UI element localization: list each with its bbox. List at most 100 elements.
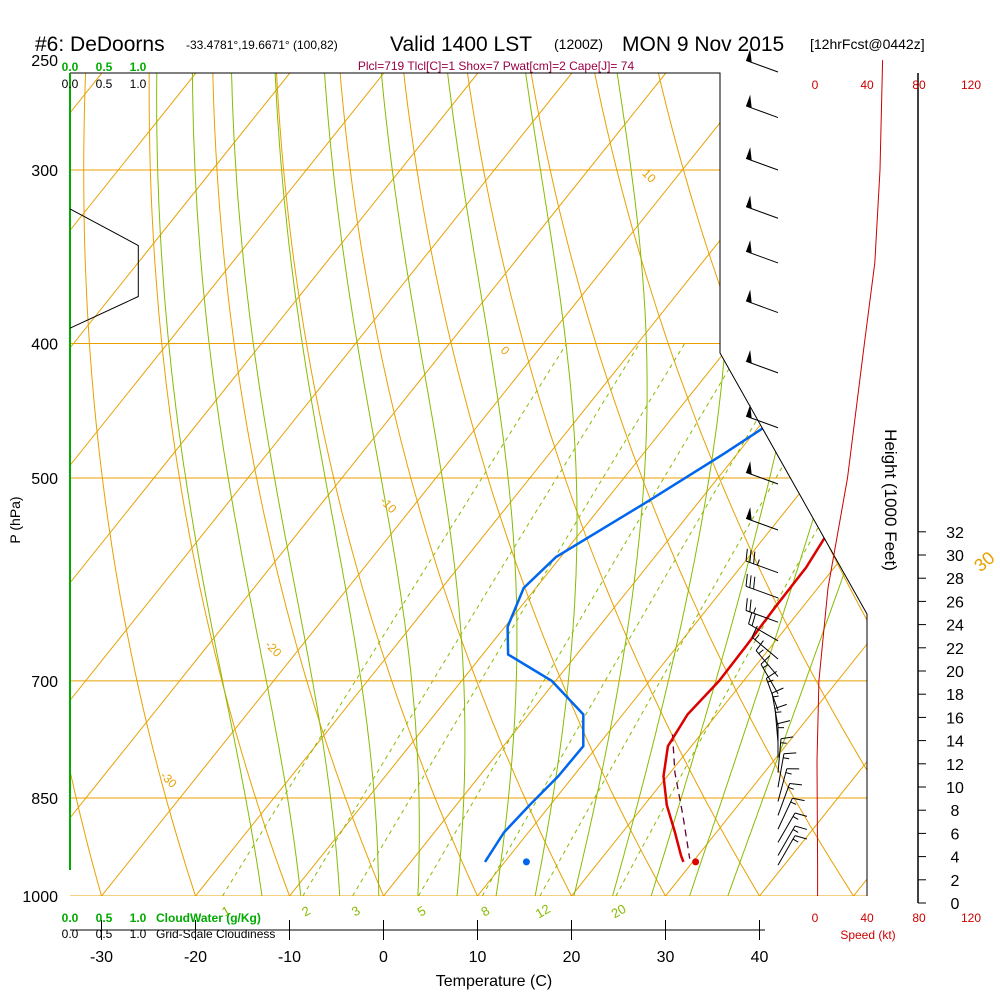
x-tick-label: -10 (278, 949, 301, 966)
cloudiness-tick-label-top: 0.5 (96, 77, 113, 91)
cloudiness-tick-label-top: 1.0 (130, 77, 147, 91)
height-tick-label: 28 (946, 571, 964, 588)
height-tick-label: 24 (946, 618, 964, 635)
dewpoint-line (483, 83, 867, 863)
dry-adiabat-line (569, 73, 867, 896)
moist-adiabat-line (272, 73, 380, 896)
wind-barb (755, 640, 779, 677)
dry-adiabat-line (391, 73, 683, 896)
isotherm-line (195, 73, 867, 896)
mixing-ratio-line (222, 343, 568, 896)
mixing-ratio-label: 2 (299, 903, 313, 920)
dry-adiabat-label: -10 (377, 494, 399, 516)
dry-adiabat-line (628, 73, 867, 896)
speed-tick-label-top: 80 (912, 78, 926, 92)
dry-adiabat-label: -20 (262, 638, 284, 660)
wind-barb (745, 461, 779, 485)
isobars (70, 169, 867, 896)
moist-adiabat-line (230, 73, 342, 896)
isotherm-line (70, 73, 221, 896)
cloudwater-tick-label-top: 0.5 (96, 60, 113, 74)
valid-date: MON 9 Nov 2015 (622, 33, 784, 56)
stability-indices: Plcl=719 Tlcl[C]=1 Shox=7 Pwat[cm]=2 Cap… (358, 59, 635, 73)
moist-adiabat-line (433, 73, 518, 896)
speed-profile-line (816, 60, 884, 896)
dry-adiabat-line (806, 73, 867, 896)
isotherm-line (101, 73, 867, 896)
height-tick-label: 6 (951, 826, 960, 843)
height-tick-label: 30 (946, 548, 964, 565)
isotherm-line (70, 73, 127, 896)
mixing-ratio-line (615, 343, 867, 896)
wind-barb (760, 655, 779, 694)
moist-adiabat-line (566, 73, 648, 896)
isotherm-line (70, 73, 409, 896)
wind-barb (777, 783, 802, 816)
speed-tick-label-bottom: 40 (860, 911, 874, 925)
cloudiness-profile (69, 208, 139, 329)
height-tick-label: 4 (951, 850, 960, 867)
temperature-line (662, 82, 867, 863)
height-tick-label: 16 (946, 710, 964, 727)
moist-adiabat-line (318, 73, 420, 896)
height-tick-label: 8 (951, 803, 960, 820)
dry-adiabat-line (70, 73, 111, 896)
wind-barb (745, 49, 779, 73)
moist-adiabat-line (716, 73, 867, 896)
dry-adiabat-line (985, 0, 1000, 925)
cloudiness-tick-label-bottom: 0.0 (62, 927, 79, 941)
isotherm-line (477, 73, 867, 896)
dry-adiabat-label: 0 (498, 343, 513, 358)
mixing-ratio-line (539, 343, 855, 896)
mixing-ratio-label: 20 (609, 901, 629, 921)
plot-frame (70, 72, 868, 896)
pressure-tick-label: 700 (31, 674, 58, 691)
moist-adiabat-line (507, 73, 578, 896)
wind-barb (745, 289, 779, 314)
wind-barb (745, 94, 779, 119)
speed-profile (816, 60, 884, 896)
speed-tick-label-bottom: 80 (912, 911, 926, 925)
isotherm-line (70, 73, 785, 896)
height-tick-label: 18 (946, 687, 964, 704)
height-tick-label: 26 (946, 594, 964, 611)
height-axis-label: Height (1000 Feet) (881, 429, 900, 571)
height-tick-label: 22 (946, 641, 964, 658)
x-tick-label: 0 (379, 949, 388, 966)
cloudiness-line (69, 208, 139, 329)
forecast-label: [12hrFcst@0442z] (810, 36, 925, 52)
dry-adiabat-line (148, 73, 302, 896)
height-tick-label: 2 (951, 873, 960, 890)
wind-barb (777, 797, 805, 830)
x-tick-label: -30 (90, 949, 113, 966)
y-axis-label: P (hPa) (7, 496, 23, 543)
wind-barb (777, 812, 808, 843)
isotherm-line (70, 73, 597, 896)
x-tick-label: 10 (469, 949, 487, 966)
isotherm-line (289, 73, 867, 896)
mixing-ratio-label: 5 (415, 903, 429, 920)
moist-adiabat-line (371, 73, 466, 896)
speed-tick-label-bottom: 0 (812, 911, 819, 925)
isotherm-line (70, 73, 315, 896)
height-tick-label: 12 (946, 757, 964, 774)
speed-tick-label-top: 0 (812, 78, 819, 92)
wind-barb (745, 147, 779, 171)
pressure-tick-label: 1000 (22, 889, 58, 906)
wind-barb (777, 720, 791, 758)
isotherm-line (70, 73, 503, 896)
dry-adiabat-label: 10 (639, 166, 659, 186)
isotherm-line (70, 73, 691, 896)
isotherm-line (759, 73, 867, 896)
cloudiness-tick-label-top: 0.0 (62, 77, 79, 91)
mixing-ratio-line (302, 343, 641, 896)
cloudwater-axis-label: CloudWater (g/Kg) (156, 911, 261, 925)
dry-adiabat-label: -30 (158, 769, 180, 791)
dry-adiabat-line (211, 73, 397, 896)
pressure-tick-label: 400 (31, 336, 58, 353)
wind-barb (751, 625, 779, 660)
station-coords: -33.4781°,19.6671° (100,82) (186, 38, 338, 52)
station-title: #6: DeDoorns (35, 33, 165, 56)
pressure-tick-label: 300 (31, 163, 58, 180)
